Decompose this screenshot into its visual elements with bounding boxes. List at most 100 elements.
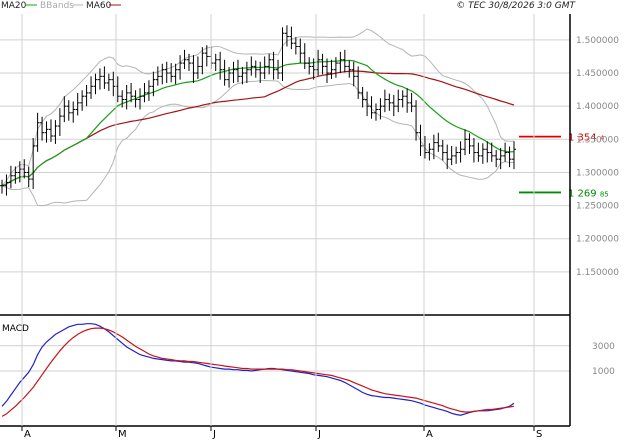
signal-line [1,327,515,417]
ohlc-bar [449,145,454,166]
ohlc-bar [418,124,423,156]
price-y-tick-label: 1.500000 [576,36,619,46]
copyright-text: © TEC 30/8/2026 3:0 GMT [456,1,576,11]
ohlc-bar [293,37,298,55]
macd-series [1,323,515,417]
macd-panel-title: MACD [2,324,29,334]
ohlc-bar [471,137,476,163]
ohlc-bar [284,25,289,47]
level-label-suffix: 4 [600,135,605,143]
ohlc-bar [325,58,330,83]
price-y-tick-label: 1.300000 [576,168,619,178]
ohlc-bar [235,59,240,83]
ohlc-bar [463,129,468,156]
ohlc-bar [106,73,111,91]
x-tick-label: A [426,429,433,440]
ohlc-bar [360,86,365,108]
ohlc-bar [22,159,27,179]
ma20-line [1,59,515,187]
ohlc-bar [178,55,183,80]
ohlc-bar [173,63,178,85]
ohlc-bar [387,93,392,111]
ohlc-bar [476,142,481,162]
ohlc-bar [62,96,67,123]
ohlc-bar [8,165,13,189]
ohlc-bar [382,89,387,113]
ohlc-bar [0,179,4,194]
ohlc-bar [53,120,58,144]
ohlc-bar [40,116,45,141]
ohlc-bar [507,146,512,168]
macd-y-tick-label: 3000 [592,342,615,352]
x-tick-label: M [118,429,127,440]
ohlc-bar [218,51,223,80]
ohlc-bar [48,119,53,142]
ohlc-bar [414,100,419,141]
ohlc-bar [489,142,494,162]
price-y-tick-label: 1.200000 [576,235,619,245]
ohlc-bar [35,112,40,152]
macd-y-tick-label: 1000 [592,367,615,377]
ohlc-bar [213,53,218,72]
ohlc-bar [182,49,187,70]
ohlc-bar [356,66,361,99]
level-label: 1 354 4 [568,133,605,144]
price-y-tick-label: 1.150000 [576,268,619,278]
ohlc-bar [31,137,36,190]
ohlc-bar [338,51,343,74]
ohlc-bar [164,61,169,83]
ohlc-bar [503,142,508,162]
ohlc-bar [307,57,312,75]
macd-y-ticks: 1000 3000 [592,342,615,377]
legend-bbands: BBands [40,1,74,11]
ohlc-bar [71,101,76,123]
ohlc-bar [89,76,94,99]
price-y-tick-label: 1.350000 [576,135,619,145]
ohlc-bar [267,53,272,75]
ohlc-bar [289,26,294,50]
price-panel: 1 354 4 1 269 85 1.150000 1.200000 1.250000… [0,25,619,278]
legend-ma20: MA20 [1,1,27,11]
ohlc-bar [97,68,102,90]
ohlc-bar [75,92,80,116]
ohlc-bar [400,90,405,108]
ohlc-bar [467,133,472,154]
ohlc-bar [160,63,165,85]
ohlc-bar [391,94,396,117]
ohlc-bar [253,60,258,78]
ohlc-bar [480,143,485,164]
ohlc-bar [454,146,459,164]
ohlc-bar [66,100,71,121]
ohlc-bar [373,103,378,121]
ohlc-bar [333,57,338,78]
ohlc-bar [396,89,401,113]
price-y-tick-label: 1.400000 [576,102,619,112]
ohlc-bar [405,88,410,113]
x-tick-label: J [212,429,216,440]
ohlc-bar [494,149,499,168]
ohlc-bar [365,91,370,117]
ohlc-bar [191,55,196,83]
ohlc-bar [342,49,347,73]
ohlc-bar [244,61,249,83]
ohlc-bar [57,108,62,136]
price-y-tick-label: 1.250000 [576,202,619,212]
level-label-suffix: 85 [600,190,609,198]
ohlc-bar [102,66,107,89]
ohlc-bar [13,166,18,184]
ohlc-bar [369,96,374,119]
ohlc-bar [26,166,31,188]
ohlc-bar [138,88,143,110]
ohlc-bar [280,27,285,81]
ohlc-bar [231,61,236,83]
ohlc-bar [120,90,125,108]
ohlc-bar [146,80,151,101]
ohlc-bar [458,141,463,163]
bbands-upper-line [1,28,515,187]
bollinger-bands [1,28,515,207]
macd-line [1,323,515,416]
x-tick-label: J [317,429,321,440]
ohlc-bar [249,56,254,76]
